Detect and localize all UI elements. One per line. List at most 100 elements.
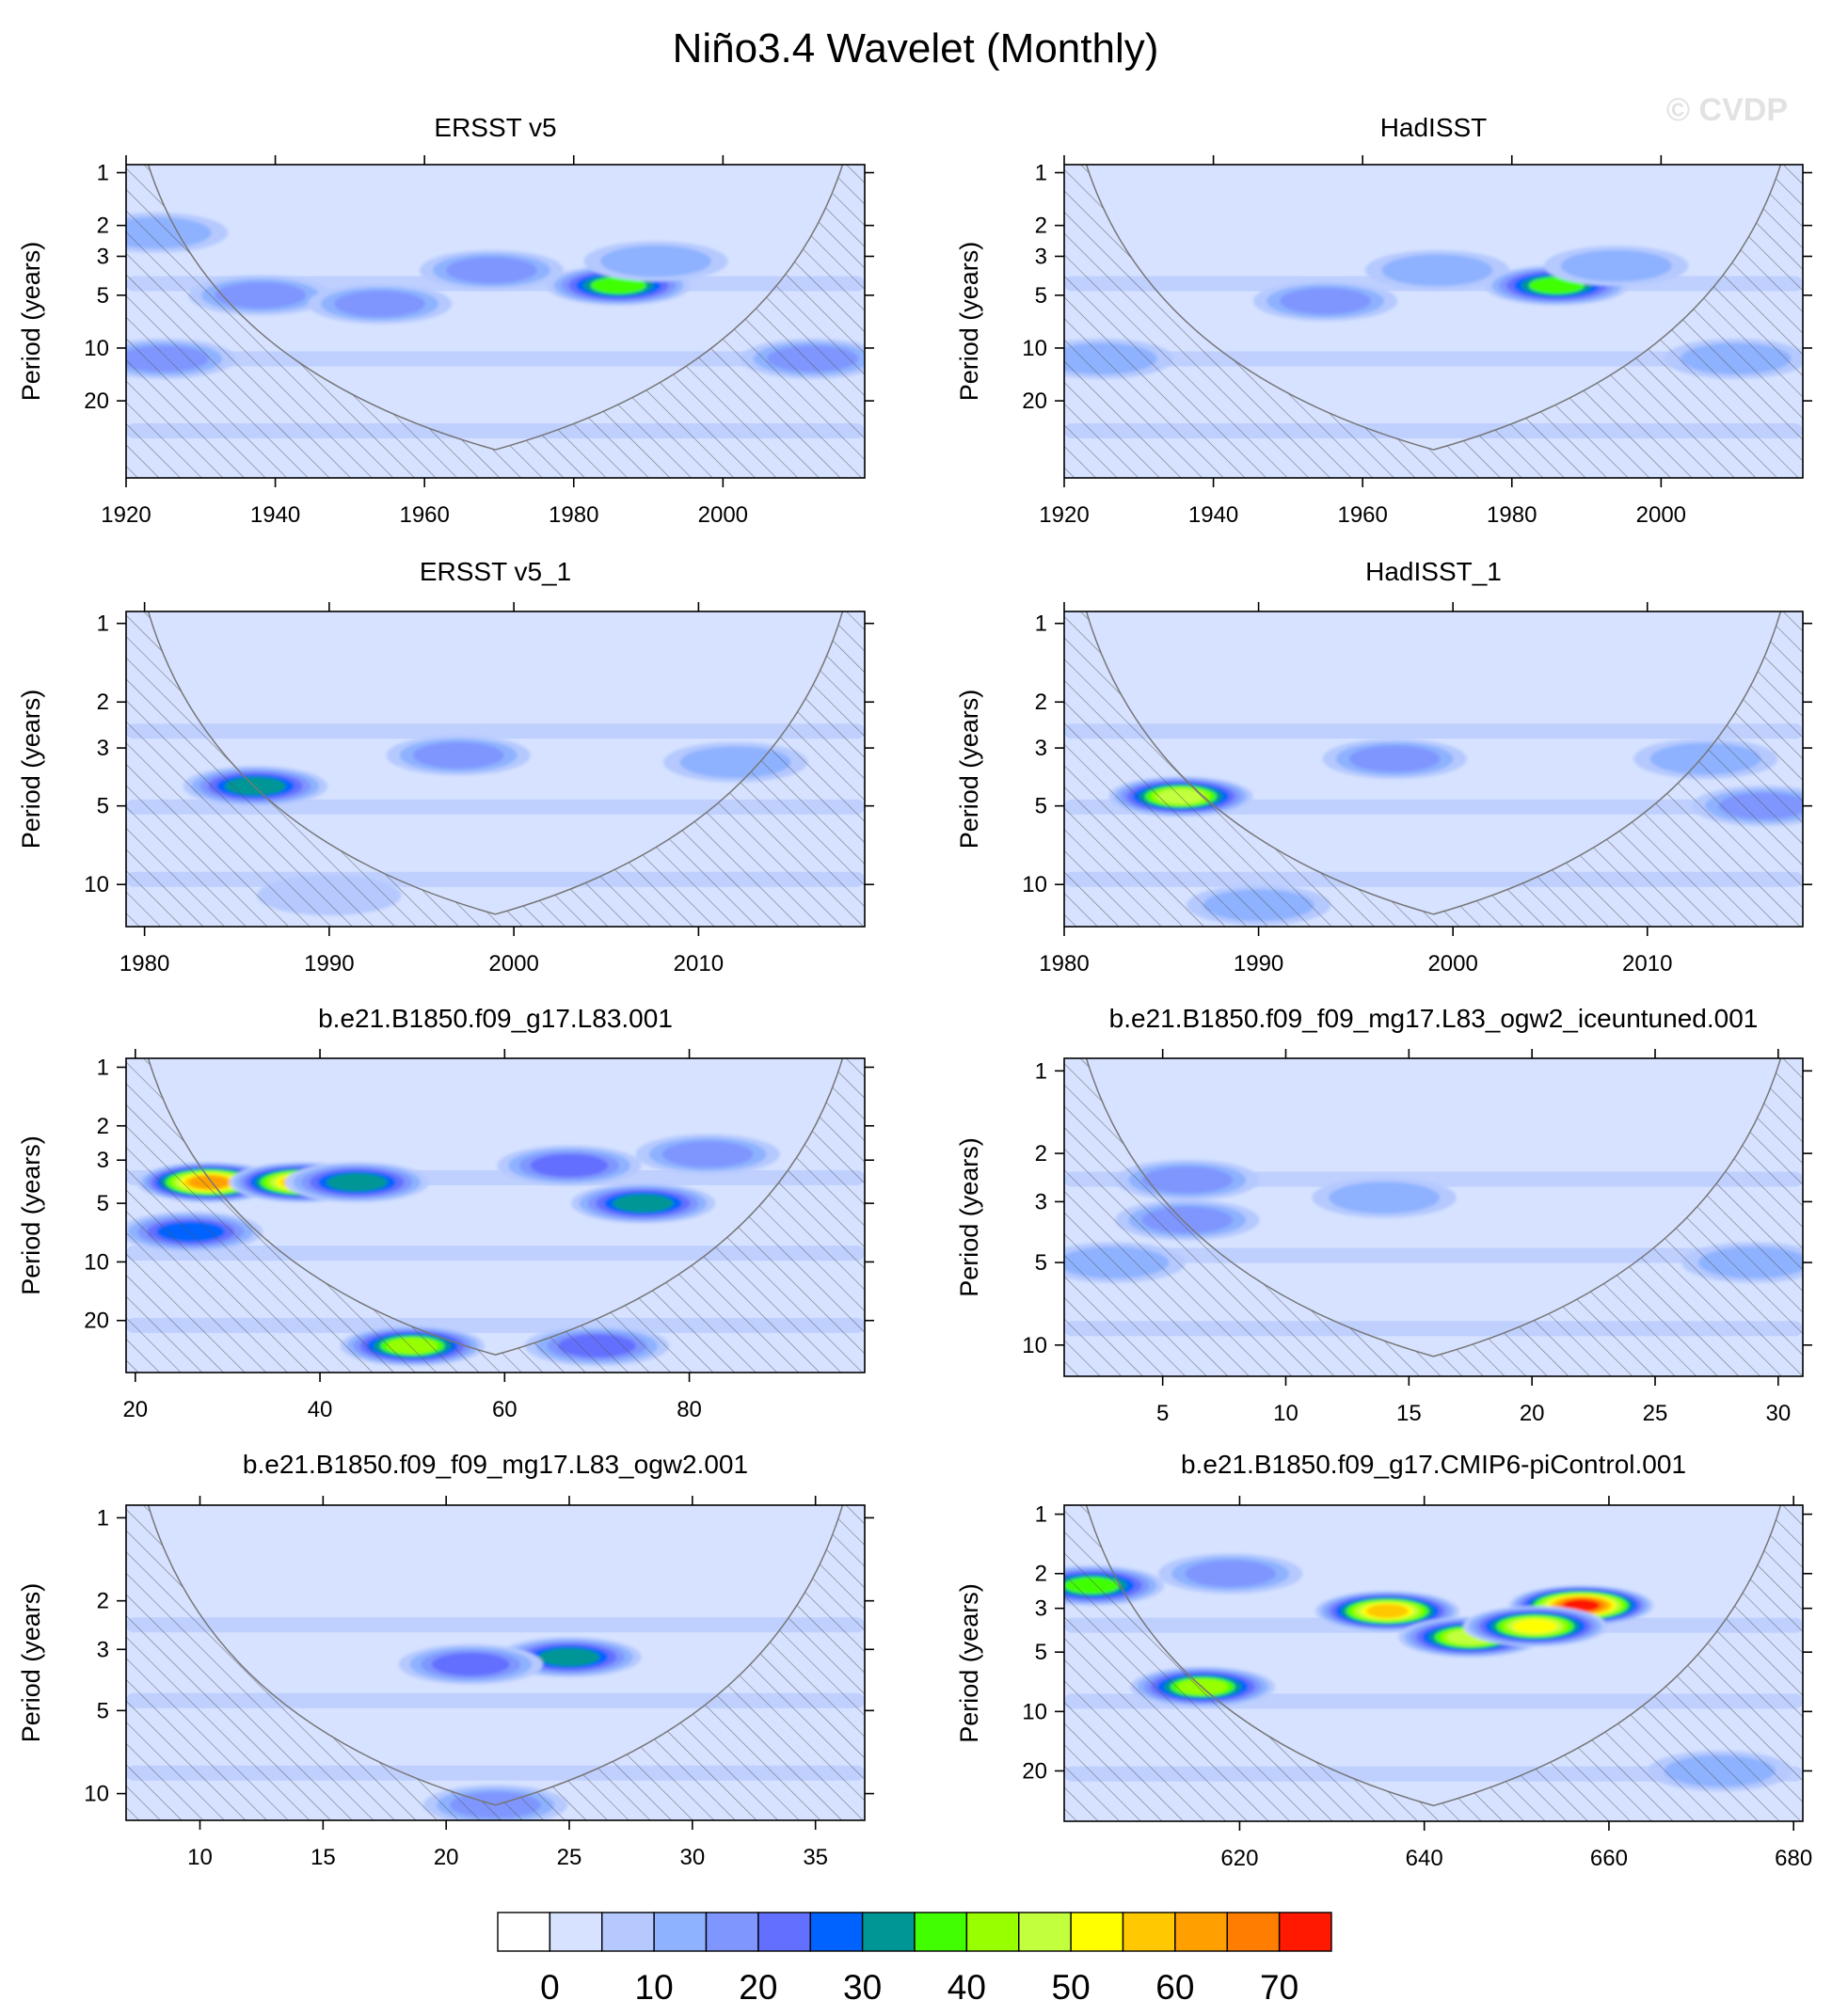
- wavelet-panel-3: ERSST v5_1 1 2 3 5 10 Period (years) 1980 1990 20…: [17, 557, 874, 976]
- cone-of-influence: [126, 1058, 865, 1373]
- cone-of-influence: [126, 1505, 865, 1820]
- cone-of-influence: [126, 611, 865, 927]
- y-tick-label: 10: [84, 336, 109, 361]
- wavelet-panel-6: b.e21.B1850.f09_f09_mg17.L83_ogw2_iceunt…: [955, 1004, 1812, 1426]
- y-axis-label: Period (years): [17, 242, 45, 402]
- y-tick-label: 1: [97, 1505, 109, 1531]
- panel-plot-area: [1064, 165, 1803, 478]
- panel-frame: [125, 611, 866, 928]
- cone-of-influence: [1064, 1058, 1803, 1376]
- x-tick-label: 40: [308, 1397, 333, 1422]
- power-contour: [432, 1653, 510, 1676]
- power-band: [126, 1692, 865, 1708]
- panel-plot-area: [1064, 611, 1803, 927]
- y-axis-label: Period (years): [17, 1135, 45, 1295]
- x-tick-label: 10: [187, 1845, 213, 1870]
- y-axis-label: Period (years): [17, 1583, 45, 1743]
- x-tick-label: 2000: [1427, 951, 1477, 976]
- wavelet-panel-7: b.e21.B1850.f09_f09_mg17.L83_ogw2.001 1 2 3…: [17, 1450, 874, 1870]
- colorbar-swatch: [653, 1912, 708, 1952]
- power-contour: [326, 1172, 388, 1192]
- watermark: © CVDP: [1666, 92, 1788, 128]
- power-contour: [1280, 288, 1371, 315]
- panel-title: b.e21.B1850.f09_g17.L83.001: [318, 1004, 673, 1033]
- y-tick-label: 10: [1022, 872, 1047, 897]
- y-tick-label: 20: [84, 389, 109, 414]
- colorbar-label: 70: [1260, 1968, 1298, 2007]
- power-contour: [538, 1647, 600, 1667]
- power-contour: [1366, 1604, 1409, 1618]
- power-contour: [661, 1140, 754, 1168]
- panel-frame: [1063, 1504, 1804, 1822]
- cone-of-influence-edge: [147, 1058, 844, 1356]
- y-tick-label: 3: [1035, 1189, 1047, 1214]
- wavelet-panel-8: b.e21.B1850.f09_g17.CMIP6-piControl.001 1…: [955, 1450, 1812, 1871]
- cone-of-influence-edge: [1085, 1058, 1782, 1357]
- x-tick-label: 1940: [1188, 502, 1238, 528]
- y-tick-label: 3: [1035, 1596, 1047, 1622]
- x-tick-label: 1920: [1039, 502, 1089, 528]
- colorbar-swatch: [1122, 1912, 1176, 1952]
- cone-of-influence: [1064, 165, 1803, 478]
- colorbar-label: 0: [540, 1968, 560, 2007]
- y-tick-label: 2: [97, 1589, 109, 1614]
- power-band: [1064, 1247, 1803, 1263]
- panel-frame: [125, 1057, 866, 1373]
- y-axis-label: Period (years): [955, 1583, 983, 1743]
- y-tick-label: 10: [84, 872, 109, 897]
- x-tick-label: 30: [1765, 1401, 1791, 1426]
- x-tick-label: 20: [122, 1397, 148, 1422]
- y-tick-label: 1: [1035, 1502, 1047, 1528]
- y-tick-label: 2: [97, 690, 109, 715]
- panel-frame: [125, 1504, 866, 1821]
- power-contour: [1329, 1182, 1441, 1214]
- y-tick-label: 3: [97, 736, 109, 761]
- x-tick-label: 15: [311, 1845, 336, 1870]
- x-tick-label: 1960: [1337, 502, 1387, 528]
- x-tick-label: 30: [679, 1845, 705, 1870]
- colorbar-swatch: [601, 1912, 655, 1952]
- power-band: [126, 1617, 865, 1633]
- y-tick-label: 20: [1022, 1758, 1047, 1784]
- y-tick-label: 10: [1022, 1699, 1047, 1724]
- y-tick-label: 5: [97, 794, 109, 819]
- panel-plot-area: [1064, 1505, 1803, 1821]
- y-axis-label: Period (years): [17, 690, 45, 849]
- power-contour: [215, 281, 307, 309]
- panel-plot-area: [126, 165, 865, 478]
- colorbar-label: 30: [843, 1968, 882, 2007]
- y-tick-label: 2: [97, 214, 109, 239]
- y-tick-label: 1: [1035, 611, 1047, 637]
- colorbar-swatch: [914, 1912, 968, 1952]
- y-axis-label: Period (years): [955, 242, 983, 402]
- y-tick-label: 1: [1035, 161, 1047, 186]
- x-tick-label: 660: [1590, 1846, 1628, 1871]
- cone-of-influence: [1064, 1505, 1803, 1821]
- panel-plot-area: [1064, 1058, 1803, 1376]
- y-tick-label: 5: [1035, 1640, 1047, 1665]
- power-contour: [1141, 1167, 1234, 1194]
- y-tick-label: 3: [1035, 244, 1047, 269]
- x-tick-label: 10: [1273, 1401, 1298, 1426]
- power-contour: [613, 1194, 674, 1214]
- cone-of-influence: [1064, 611, 1803, 927]
- x-tick-label: 1990: [1234, 951, 1283, 976]
- power-band: [1064, 723, 1803, 739]
- cone-of-influence-edge: [1085, 611, 1782, 915]
- colorbar-swatch: [1278, 1912, 1332, 1952]
- y-tick-label: 2: [1035, 1562, 1047, 1587]
- cone-of-influence-edge: [147, 165, 844, 451]
- x-tick-label: 1980: [119, 951, 169, 976]
- power-contour: [1563, 1599, 1600, 1612]
- power-contour: [1512, 1619, 1558, 1634]
- colorbar-swatch: [1018, 1912, 1072, 1952]
- panel-title: HadISST_1: [1365, 557, 1502, 586]
- y-tick-label: 2: [97, 1114, 109, 1139]
- x-tick-label: 1960: [399, 502, 449, 528]
- x-tick-label: 620: [1220, 1846, 1258, 1871]
- colorbar-label: 50: [1052, 1968, 1091, 2007]
- y-tick-label: 5: [1035, 794, 1047, 819]
- x-tick-label: 2000: [1636, 502, 1686, 528]
- y-tick-label: 2: [1035, 690, 1047, 715]
